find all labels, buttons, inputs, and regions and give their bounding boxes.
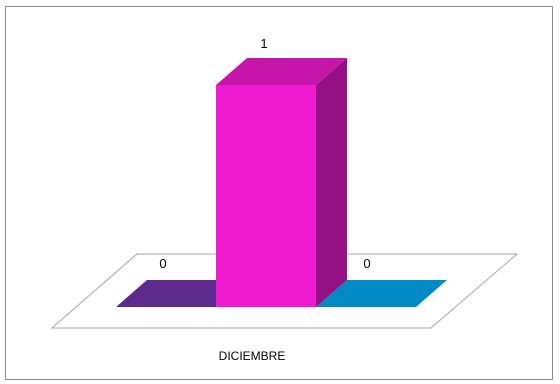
data-label-2: 1	[260, 36, 267, 51]
bar-side-face	[316, 58, 347, 307]
data-labels-group: 0 1 0	[159, 36, 370, 271]
data-label-3: 0	[363, 256, 370, 271]
data-label-1: 0	[159, 256, 166, 271]
bar-top-face	[116, 280, 247, 307]
bar-front-face	[216, 85, 316, 307]
bar-3	[316, 280, 447, 307]
bars-group	[116, 58, 447, 307]
bar-top-face	[316, 280, 447, 307]
bar-2	[216, 58, 347, 307]
bar-top-face	[216, 58, 347, 85]
bar-1	[116, 280, 247, 307]
category-label: DICIEMBRE	[219, 349, 286, 363]
